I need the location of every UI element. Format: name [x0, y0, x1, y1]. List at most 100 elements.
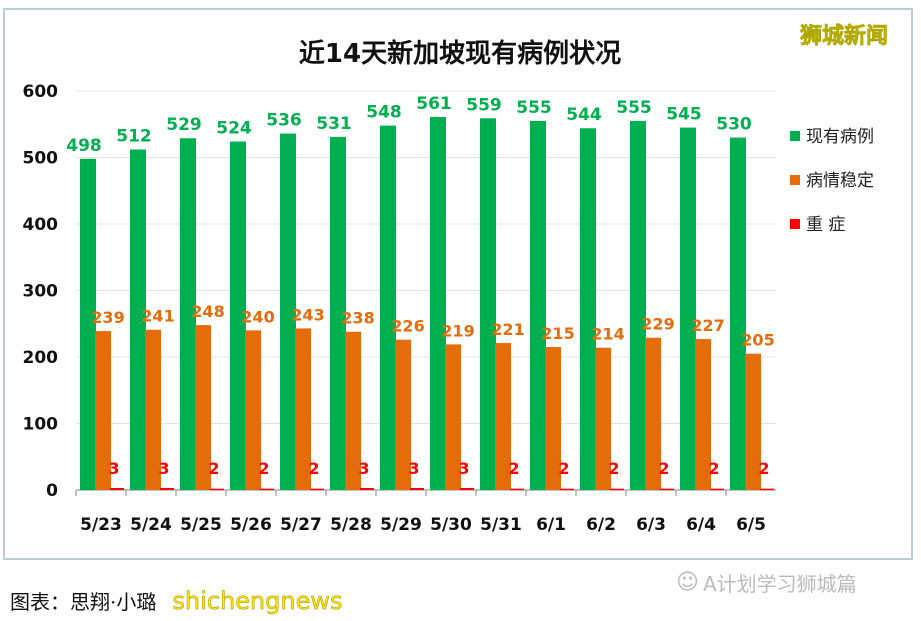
bar-current [180, 138, 196, 490]
bar-critical [410, 488, 424, 490]
bar-stable [695, 339, 711, 490]
data-label: 2 [608, 459, 619, 478]
data-label: 219 [441, 321, 474, 340]
bar-stable [745, 353, 761, 490]
x-tick-label: 5/23 [80, 515, 122, 535]
data-label: 2 [508, 459, 519, 478]
data-label: 524 [216, 119, 252, 139]
x-tick-label: 6/2 [586, 515, 616, 535]
bar-current [230, 141, 246, 491]
data-label: 2 [708, 459, 719, 478]
x-tick-label: 5/24 [130, 515, 172, 535]
data-label: 241 [141, 307, 174, 326]
legend-label: 病情稳定 [806, 171, 874, 191]
y-tick-label: 600 [23, 82, 59, 102]
bar-critical [110, 488, 124, 490]
bar-current [480, 118, 496, 490]
legend-swatch [790, 219, 800, 229]
bar-stable [345, 331, 361, 490]
bar-stable [545, 347, 561, 490]
data-label: 2 [208, 459, 219, 478]
bar-stable [245, 330, 261, 490]
data-label: 512 [116, 127, 152, 147]
data-label: 529 [166, 115, 202, 135]
data-label: 205 [741, 331, 774, 350]
x-tick-label: 5/28 [330, 515, 372, 535]
bar-critical [260, 488, 274, 491]
bar-stable [195, 325, 211, 490]
y-tick-label: 400 [23, 215, 59, 235]
legend-label: 重 症 [806, 215, 845, 235]
data-label: 2 [308, 459, 319, 478]
legend-swatch [790, 131, 800, 141]
data-label: 214 [591, 325, 624, 344]
bar-stable [95, 331, 111, 490]
data-label: 248 [191, 302, 224, 321]
bar-current [630, 120, 646, 491]
data-label: 3 [458, 459, 469, 478]
chart-title: 近14天新加坡现有病例状况 [299, 38, 621, 69]
data-label: 2 [258, 459, 269, 478]
data-label: 3 [108, 459, 119, 478]
data-label: 229 [641, 315, 674, 334]
data-label: 227 [691, 316, 724, 335]
data-label: 559 [466, 95, 502, 115]
data-label: 240 [241, 307, 274, 326]
data-label: 238 [341, 309, 374, 328]
bar-stable [395, 339, 411, 490]
x-tick-label: 5/26 [230, 515, 272, 535]
data-label: 2 [758, 459, 769, 478]
data-label: 3 [158, 459, 169, 478]
bar-current [280, 133, 296, 490]
x-tick-label: 5/25 [180, 515, 222, 535]
bar-critical [710, 488, 724, 491]
legend-label: 现有病例 [806, 127, 874, 147]
bar-critical [610, 488, 624, 491]
caption-watermark: shichengnews [172, 587, 343, 616]
caption: 图表：思翔·小璐 [10, 590, 157, 614]
x-tick-label: 5/31 [480, 515, 522, 535]
bar-current [80, 158, 96, 490]
y-tick-label: 200 [23, 348, 59, 368]
data-label: 239 [91, 308, 124, 327]
bar-current [530, 120, 546, 491]
bar-current [430, 116, 446, 490]
y-tick-label: 300 [23, 282, 59, 302]
bar-critical [460, 488, 474, 490]
bar-stable [595, 347, 611, 490]
data-label: 215 [541, 324, 574, 343]
footer-brand-text: A计划学习狮城篇 [702, 572, 857, 596]
bar-critical [160, 488, 174, 490]
bar-stable [145, 329, 161, 490]
data-label: 498 [66, 136, 102, 156]
bar-current [330, 136, 346, 490]
bar-critical [210, 488, 224, 491]
caption-row: 图表：思翔·小璐 shichengnews [10, 586, 343, 616]
data-label: 555 [516, 98, 552, 118]
footer-brand: ☺ A计划学习狮城篇 [676, 568, 857, 597]
bar-current [680, 127, 696, 490]
data-label: 548 [366, 103, 402, 123]
bar-critical [660, 488, 674, 491]
bar-critical [310, 488, 324, 491]
bar-critical [360, 488, 374, 490]
data-label: 536 [266, 111, 302, 131]
x-tick-label: 6/1 [536, 515, 566, 535]
bar-stable [445, 344, 461, 490]
data-label: 3 [358, 459, 369, 478]
data-label: 243 [291, 305, 324, 324]
data-label: 3 [408, 459, 419, 478]
data-label: 561 [416, 94, 452, 114]
x-tick-label: 5/29 [380, 515, 422, 535]
bar-stable [645, 337, 661, 490]
data-label: 555 [616, 98, 652, 118]
data-label: 226 [391, 317, 424, 336]
x-tick-label: 6/3 [636, 515, 666, 535]
bar-critical [560, 488, 574, 491]
bar-current [130, 149, 146, 490]
x-tick-label: 5/27 [280, 515, 322, 535]
bar-stable [295, 328, 311, 490]
x-tick-label: 6/4 [686, 515, 716, 535]
data-label: 544 [566, 105, 602, 125]
